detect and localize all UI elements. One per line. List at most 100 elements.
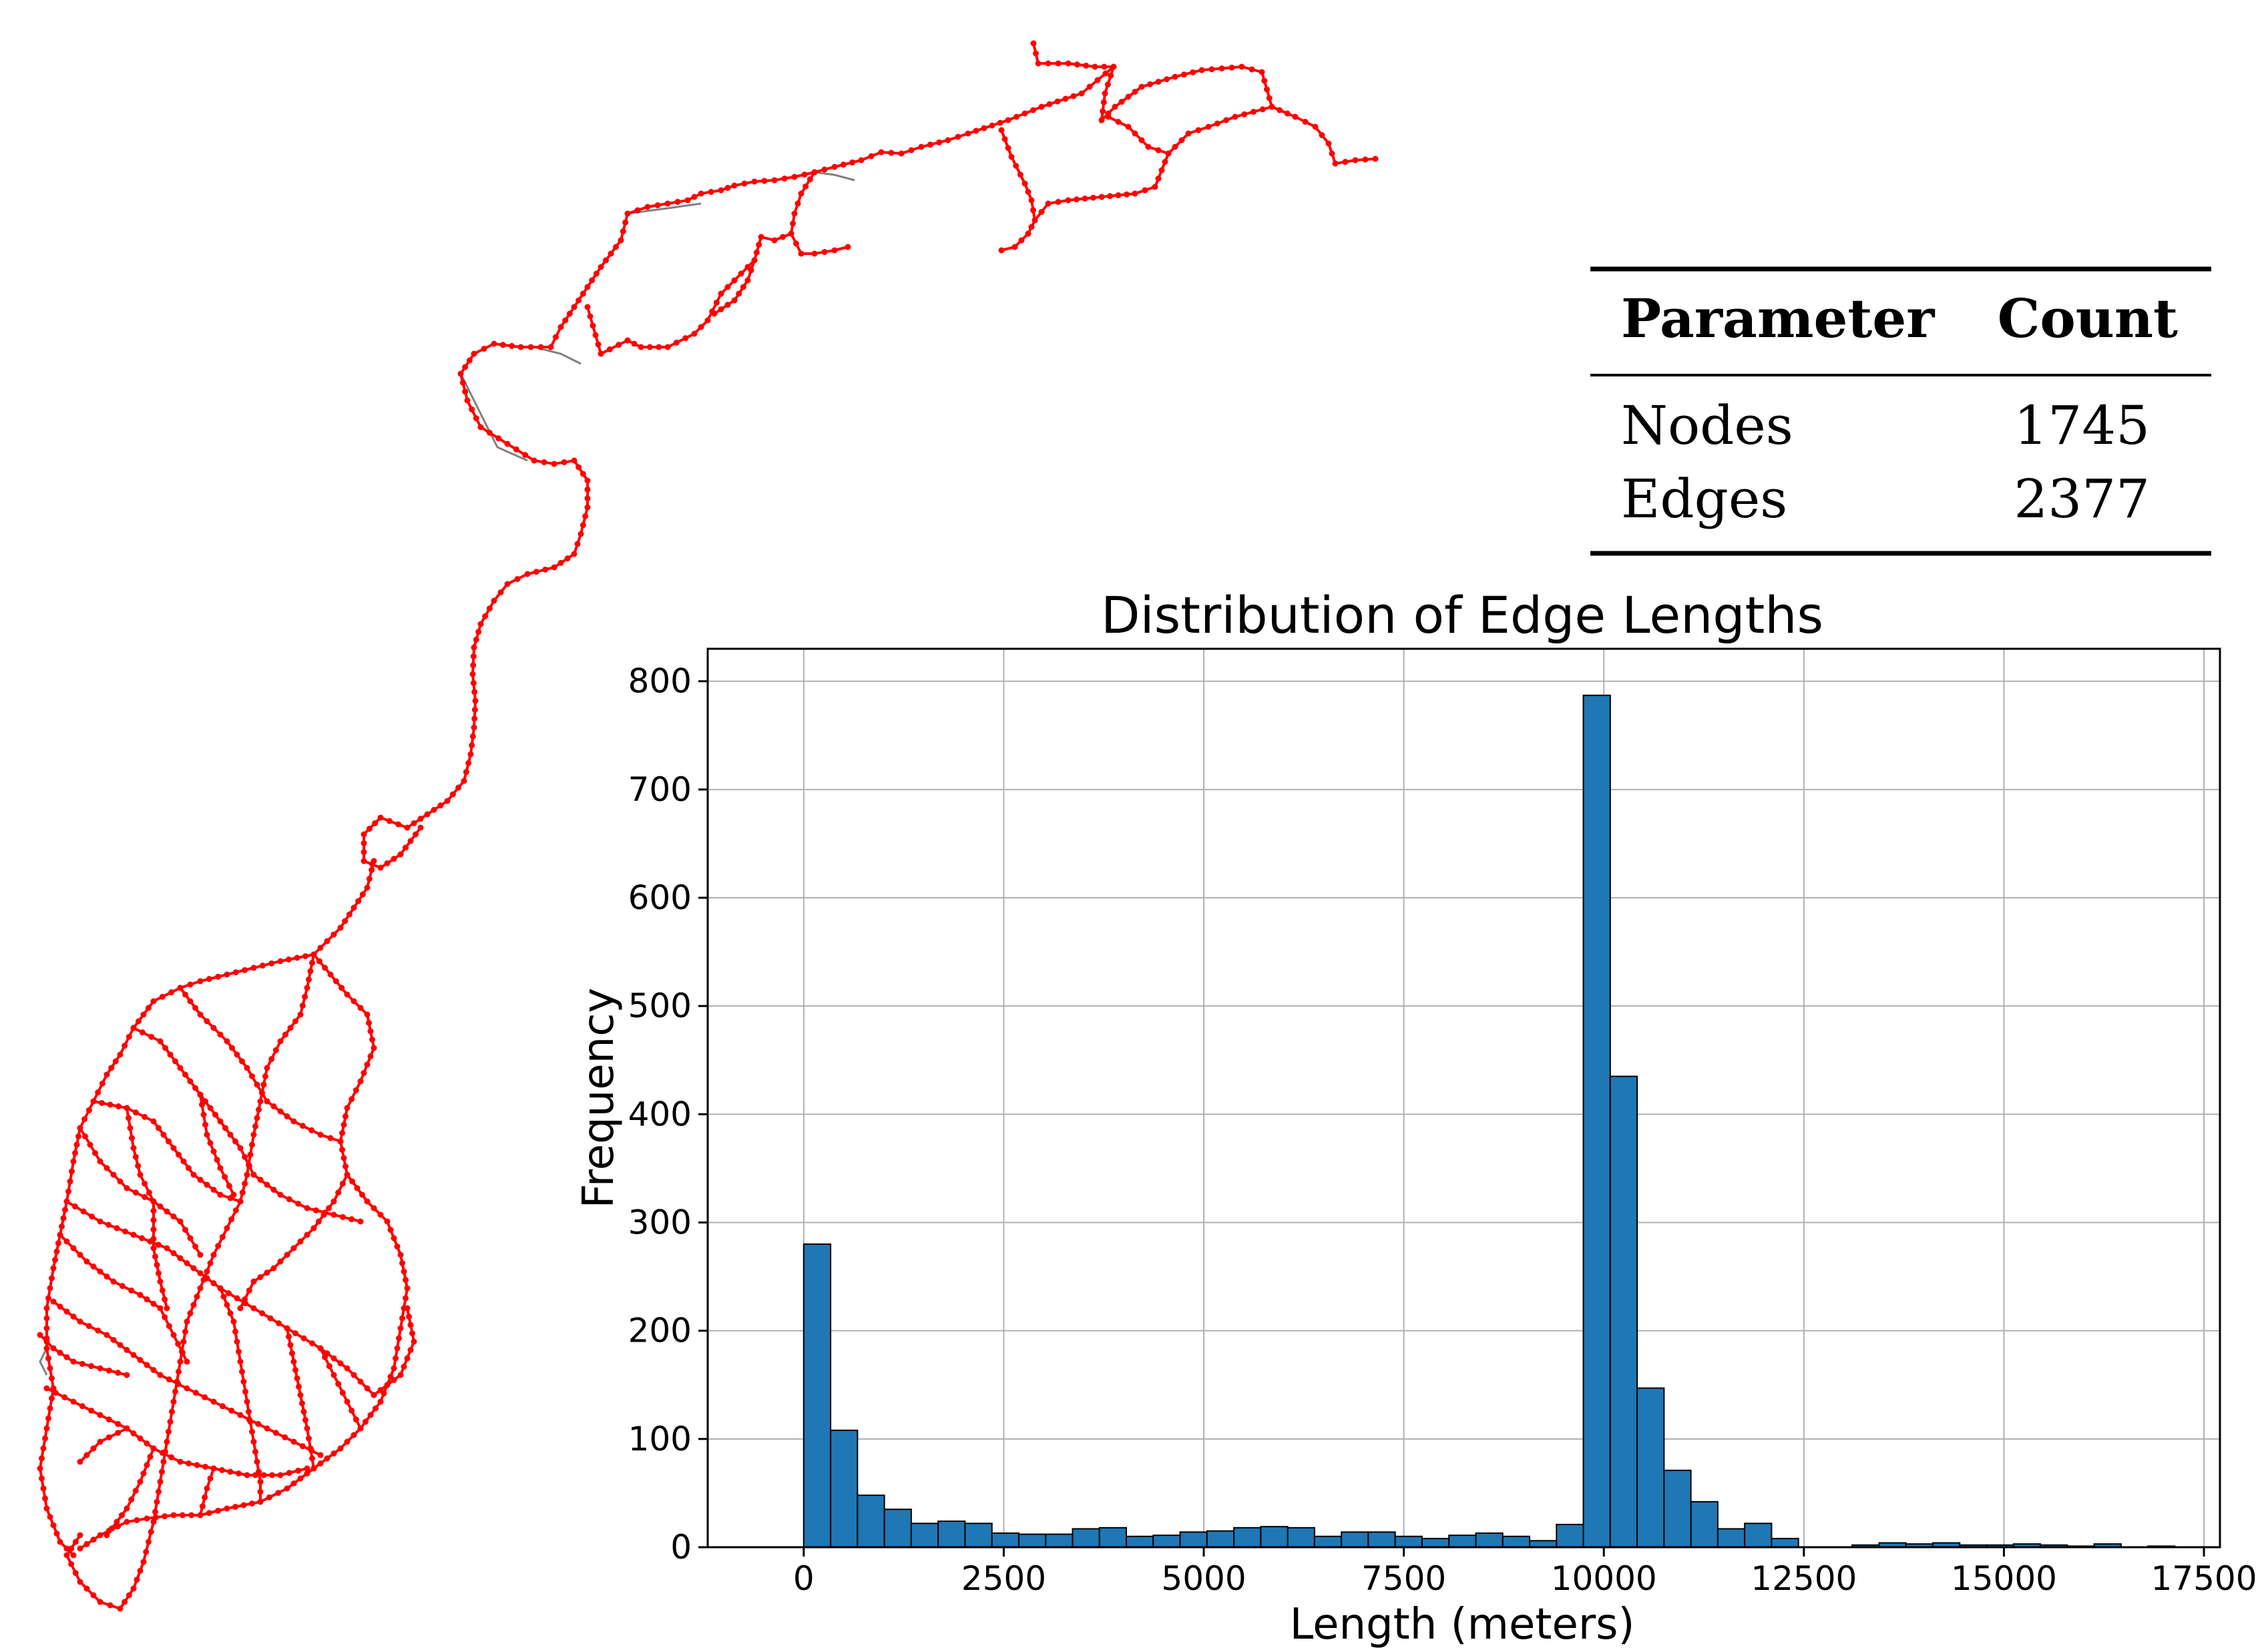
map-node [691,330,698,337]
map-node [103,1532,110,1539]
map-node [164,1208,170,1215]
map-node [132,1153,139,1160]
map-node [791,210,798,217]
map-node [1190,69,1196,75]
map-node [613,244,619,250]
map-node [150,1118,157,1125]
map-node [1038,209,1045,215]
map-node [190,1265,197,1272]
map-node [608,250,614,257]
map-node [357,1218,364,1225]
map-node [1266,95,1273,101]
map-node [355,898,362,904]
map-node [210,1187,217,1193]
y-axis-label: Frequency [574,988,624,1209]
map-red-edge [126,1107,155,1202]
map-node [1055,60,1062,67]
map-node [397,1372,404,1378]
map-node [477,621,484,627]
map-node [244,1472,250,1478]
map-node [224,1505,230,1512]
map-red-edge [363,171,815,870]
map-node [517,344,524,350]
map-node [461,778,467,784]
map-node [299,1123,306,1129]
map-node [72,1150,78,1156]
map-node [471,350,477,357]
map-node [1223,117,1230,123]
grid-lines [708,649,2220,1548]
map-node [1110,63,1117,70]
map-node [99,1080,105,1087]
x-tick-label: 0 [793,1559,815,1598]
map-node [247,1151,254,1158]
map-node [332,978,339,985]
map-node [297,1475,304,1482]
map-node [159,993,166,1000]
map-node [224,971,230,978]
map-node [244,1171,250,1178]
map-red-edge [79,1127,202,1256]
map-node [134,1577,140,1583]
map-node [124,1347,130,1353]
map-node [1028,197,1035,204]
map-node [89,1213,95,1219]
map-node [462,388,469,395]
map-node [444,798,451,804]
map-node [644,204,651,210]
map-node [109,1525,115,1532]
map-node [237,1412,244,1418]
map-node [353,1087,359,1093]
histogram-bar [1448,1535,1477,1548]
map-node [908,147,915,154]
map-node [616,342,622,348]
map-node [43,1305,50,1312]
map-node [148,1529,154,1535]
map-node [317,1131,324,1138]
map-node [37,1465,43,1472]
map-node [259,1310,265,1316]
map-node [95,1327,101,1334]
map-nodes [37,40,1379,1612]
map-node [242,1153,248,1160]
map-node [366,826,373,832]
map-node [584,477,591,484]
histogram-bar [1152,1535,1181,1548]
map-node [162,1045,168,1051]
map-node [349,1216,355,1223]
map-node [159,1450,166,1456]
map-node [302,1417,308,1423]
map-node [80,1208,87,1215]
map-node [455,784,462,791]
map-node [186,1165,192,1171]
map-node [207,1475,214,1482]
map-node [137,1478,144,1485]
map-node [264,1065,270,1071]
histogram-chart: Distribution of Edge Lengths 0 2500 5000 75… [574,585,2257,1649]
map-node [284,1325,290,1332]
map-node [134,1517,140,1523]
map-node [598,264,604,270]
map-node [718,290,724,297]
map-node [1108,72,1114,79]
map-node [260,1472,267,1478]
map-node [207,1105,214,1111]
map-node [811,250,818,257]
map-node [316,1218,322,1225]
map-node [122,1228,128,1235]
map-node [339,1180,346,1187]
map-node [162,1296,168,1303]
map-node [45,1295,51,1302]
map-node [366,876,373,882]
map-node [377,814,384,821]
map-node [214,1157,220,1163]
map-node [449,791,456,798]
map-node [366,1020,372,1026]
map-node [622,219,629,226]
map-node [417,816,424,822]
map-node [184,1260,190,1266]
map-node [1142,187,1148,194]
map-node [156,1125,162,1131]
map-node [1165,150,1172,157]
map-node [337,1360,344,1366]
